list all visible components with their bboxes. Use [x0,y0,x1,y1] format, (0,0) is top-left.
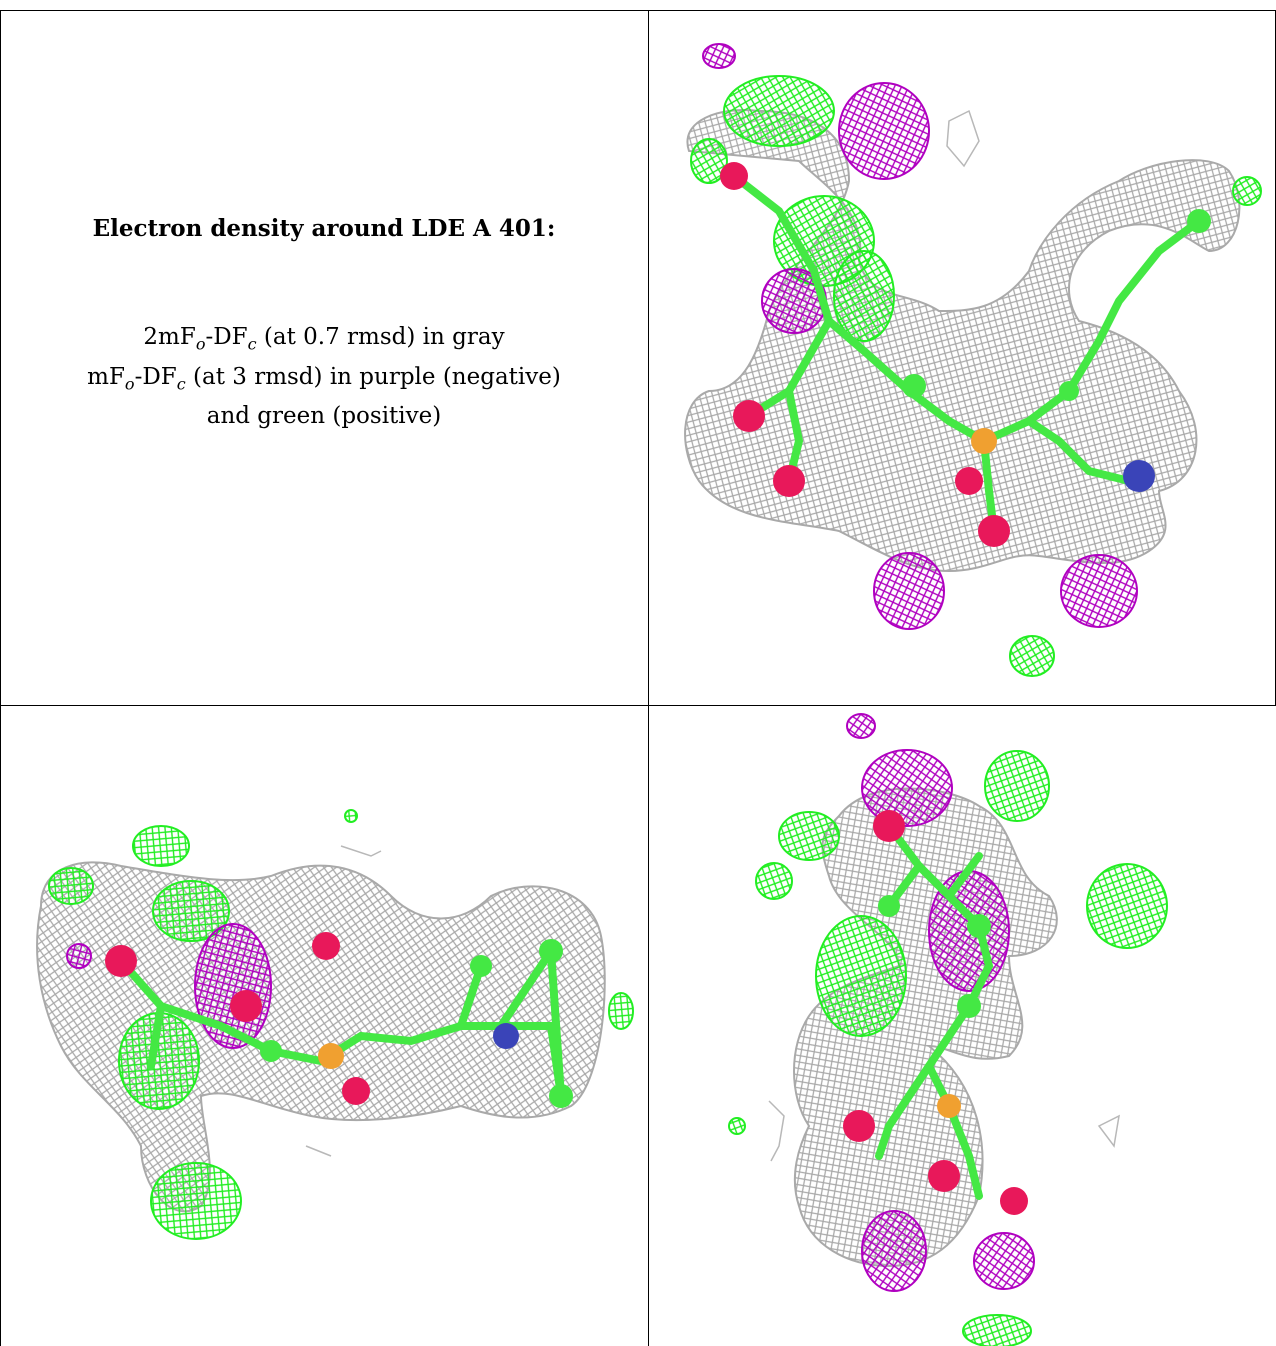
oxygen-atom [342,1077,370,1105]
phosphorus-atom [318,1043,344,1069]
negative-density-blob [846,713,876,739]
gray-density-fragment [768,1100,785,1162]
phosphorus-atom [937,1094,961,1118]
table-rule-left [0,10,1,1346]
oxygen-atom [230,990,262,1022]
gray-density-mesh [684,109,1241,573]
density-view-bottom-left [1,706,648,1346]
negative-density-blob [861,749,953,827]
table-rule-middle [648,10,649,1346]
positive-density-blob [344,809,358,823]
positive-density-blob [608,992,634,1030]
positive-density-blob [150,1162,242,1240]
oxygen-atom [733,400,765,432]
carbon-atom [967,914,991,938]
positive-density-blob [132,825,190,867]
carbon-atom [260,1040,282,1062]
positive-density-blob [1232,176,1262,206]
carbon-atom [539,939,563,963]
figure-table: Electron density around LDE A 401: 2mFo-… [0,10,1276,1346]
carbon-atom [1059,381,1079,401]
legend-2fofc: 2mFo-DFc (at 0.7 rmsd) in gray [143,324,505,354]
positive-density-blob [1009,635,1055,677]
gray-density-fragment [1097,1114,1120,1148]
negative-density-blob [873,552,945,630]
gray-density-fragment [340,845,382,857]
oxygen-atom [843,1110,875,1142]
carbon-atom [549,1084,573,1108]
oxygen-atom [928,1160,960,1192]
table-rule-top [0,10,1276,11]
negative-density-blob [1060,554,1138,628]
oxygen-atom [1000,1187,1028,1215]
positive-density-blob [723,75,835,147]
phosphorus-atom [971,428,997,454]
positive-density-blob [815,915,907,1037]
nitrogen-atom [1123,460,1155,492]
legend-colors: and green (positive) [206,403,442,430]
density-view-bottom-right [649,706,1275,1346]
negative-density-blob [66,943,92,969]
density-view-top-right [649,11,1275,705]
negative-density-blob [861,1210,927,1292]
oxygen-atom [720,162,748,190]
density-render-2 [36,809,634,1240]
oxygen-atom [873,810,905,842]
density-render-3 [728,713,1168,1346]
gray-density-fragment [305,1145,332,1157]
nitrogen-atom [493,1023,519,1049]
positive-density-blob [984,750,1050,822]
carbon-atom [902,374,926,398]
positive-density-blob [755,862,793,900]
carbon-atom [1187,209,1211,233]
negative-density-blob [702,43,736,69]
oxygen-atom [105,945,137,977]
caption-legend: 2mFo-DFc (at 0.7 rmsd) in gray mFo-DFc (… [0,321,648,432]
positive-density-blob [48,867,94,905]
legend-fofc: mFo-DFc (at 3 rmsd) in purple (negative) [87,363,561,394]
table-rule-row [0,705,1276,706]
caption-title: Electron density around LDE A 401: [92,215,556,242]
positive-density-blob [778,811,840,861]
positive-density-blob [152,880,230,942]
oxygen-atom [978,515,1010,547]
density-render-1 [684,43,1262,677]
carbon-atom [878,895,900,917]
carbon-atom [957,994,981,1018]
carbon-atom [470,955,492,977]
positive-density-blob [728,1117,746,1135]
gray-density-fragment [946,109,980,168]
negative-density-blob [838,82,930,180]
positive-density-blob [833,250,895,342]
oxygen-atom [312,932,340,960]
oxygen-atom [773,465,805,497]
caption-cell: Electron density around LDE A 401: 2mFo-… [0,10,648,705]
oxygen-atom [955,467,983,495]
negative-density-blob [973,1232,1035,1290]
positive-density-blob [962,1314,1032,1346]
gray-density-mesh [36,861,606,1213]
positive-density-blob [1086,863,1168,949]
positive-density-blob [690,138,728,184]
